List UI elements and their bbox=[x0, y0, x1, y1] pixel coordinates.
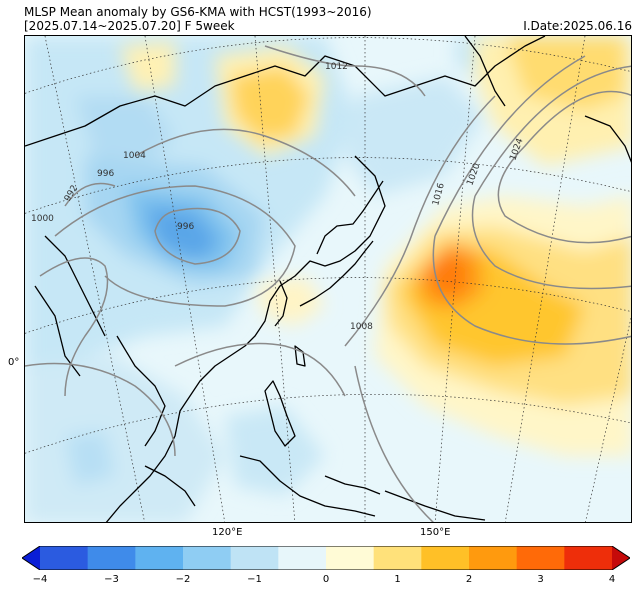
colorbar-segment bbox=[564, 546, 613, 570]
contour-label: 996 bbox=[177, 222, 194, 232]
init-date: I.Date:2025.06.16 bbox=[523, 19, 632, 33]
isobar-996 bbox=[154, 207, 241, 265]
colorbar-tick-label: −3 bbox=[104, 574, 119, 585]
colorbar-extend-low bbox=[22, 546, 40, 570]
chart-subtitle: [2025.07.14~2025.07.20] F 5week bbox=[24, 19, 235, 33]
colorbar-tick-label: −2 bbox=[175, 574, 191, 585]
colorbar-segment bbox=[183, 546, 232, 570]
colorbar-tick-label: 1 bbox=[394, 574, 401, 585]
colorbar-tick-label: −4 bbox=[32, 574, 48, 585]
contour-label: 996 bbox=[97, 169, 114, 179]
colorbar-segment bbox=[421, 546, 470, 570]
colorbar-segment bbox=[135, 546, 184, 570]
colorbar bbox=[22, 546, 630, 570]
colorbar-segment bbox=[373, 546, 422, 570]
isobar-1024 bbox=[497, 90, 631, 244]
colorbar-tick-label: −1 bbox=[247, 574, 262, 585]
colorbar-segment bbox=[230, 546, 279, 570]
colorbar-segment bbox=[516, 546, 565, 570]
map-svg: 1012 1004 996 992 1000 996 1024 1020 101… bbox=[25, 36, 631, 522]
longitude-label: 120°E bbox=[212, 527, 243, 538]
colorbar-segment bbox=[326, 546, 375, 570]
contour-label: 1000 bbox=[31, 214, 54, 224]
colorbar-tick-label: 3 bbox=[537, 574, 544, 585]
colorbar-segment bbox=[40, 546, 89, 570]
latitude-label: 0° bbox=[8, 357, 20, 368]
isobars bbox=[25, 45, 631, 522]
colorbar-tick-label: 4 bbox=[608, 574, 616, 585]
colorbar-segment bbox=[87, 546, 136, 570]
contour-label: 1004 bbox=[123, 151, 146, 161]
contour-label: 1012 bbox=[325, 62, 348, 72]
colorbar-tick-label: 2 bbox=[465, 574, 473, 585]
colorbar-tick-label: 0 bbox=[322, 574, 330, 585]
colorbar-segment bbox=[469, 546, 518, 570]
longitude-label: 150°E bbox=[420, 527, 451, 538]
contour-label: 1008 bbox=[350, 322, 373, 332]
coastlines bbox=[25, 36, 631, 522]
colorbar-extend-high bbox=[612, 546, 630, 570]
colorbar-segment bbox=[278, 546, 327, 570]
anomaly-map: 1012 1004 996 992 1000 996 1024 1020 101… bbox=[24, 35, 632, 523]
chart-title: MLSP Mean anomaly by GS6-KMA with HCST(1… bbox=[24, 5, 372, 19]
